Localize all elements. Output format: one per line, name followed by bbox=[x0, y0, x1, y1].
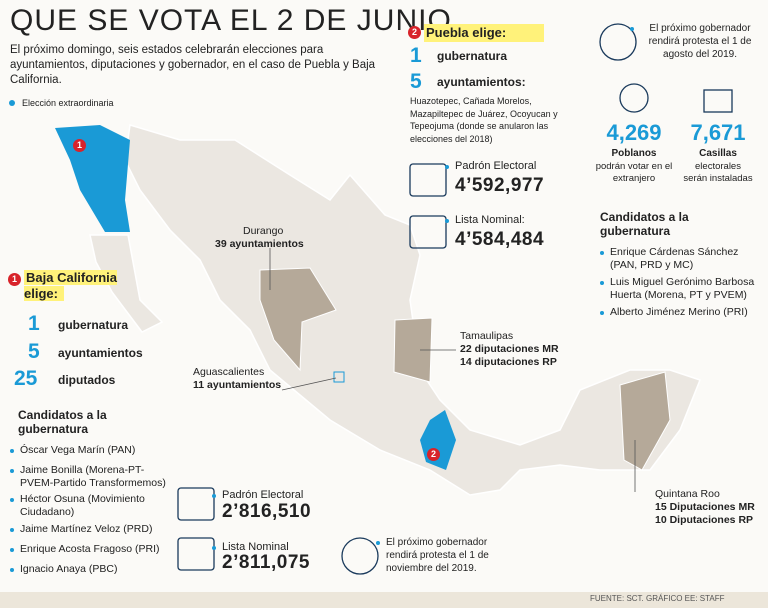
baja-california-sur bbox=[89, 234, 164, 333]
candidates-title: Candidatos a la gubernatura bbox=[18, 408, 107, 436]
padron-label: Padrón Electoral bbox=[211, 489, 304, 501]
detail: 39 ayuntamientos bbox=[215, 238, 304, 250]
lista-value: 2’811,075 bbox=[222, 552, 310, 573]
map-badge: 2 bbox=[427, 448, 440, 461]
detail: 14 diputaciones RP bbox=[460, 356, 557, 368]
map-label: Durango 39 ayuntamientos bbox=[215, 225, 317, 251]
lista-value: 4’584,484 bbox=[455, 229, 545, 250]
stat-text: podrán votar en el extranjero bbox=[595, 161, 673, 184]
footer-band bbox=[0, 592, 768, 608]
stat-title: Casillas bbox=[699, 148, 737, 159]
detail: 22 diputaciones MR bbox=[460, 343, 559, 355]
durango bbox=[259, 267, 337, 372]
lista-label: Lista Nominal: bbox=[445, 214, 525, 226]
label: diputados bbox=[58, 373, 116, 387]
padron-value: 4’592,977 bbox=[455, 175, 545, 196]
candidates-title: Candidatos a la gubernatura bbox=[600, 210, 689, 238]
state: Durango bbox=[243, 225, 284, 237]
candidate: Héctor Osuna (Movimiento Ciudadano) bbox=[10, 493, 160, 519]
stat-text: electorales serán instaladas bbox=[683, 161, 753, 184]
baja-california bbox=[55, 125, 130, 232]
detail: 11 ayuntamientos bbox=[193, 379, 282, 391]
padron-value: 2’816,510 bbox=[222, 501, 312, 522]
number: 5 bbox=[410, 70, 422, 93]
label: ayuntamientos: bbox=[437, 75, 526, 89]
candidate: Jaime Bonilla (Morena-PT-PVEM-Partido Tr… bbox=[10, 464, 170, 490]
stat-title: Poblanos bbox=[611, 148, 657, 159]
protest-note: El próximo gobernador rendirá protesta e… bbox=[376, 536, 504, 575]
municipalities: Huazotepec, Cañada Morelos, Mazapiltepec… bbox=[410, 96, 558, 144]
aguascalientes bbox=[333, 371, 345, 383]
protest-note: El próximo gobernador rendirá protesta e… bbox=[630, 22, 760, 61]
candidate: Óscar Vega Marín (PAN) bbox=[10, 444, 170, 457]
map-label: Quintana Roo 15 Diputaciones MR 10 Diputac… bbox=[655, 488, 755, 527]
leader-lines bbox=[269, 248, 636, 492]
candidate: Jaime Martínez Veloz (PRD) bbox=[10, 523, 170, 536]
detail: 10 Diputaciones RP bbox=[655, 514, 754, 526]
number: 1 bbox=[410, 44, 422, 67]
tamaulipas bbox=[393, 317, 433, 383]
detail: 15 Diputaciones MR bbox=[655, 501, 755, 513]
label: ayuntamientos bbox=[58, 346, 143, 360]
title-text: Baja California elige: bbox=[24, 270, 118, 301]
candidate: Alberto Jiménez Merino (PRI) bbox=[600, 306, 765, 319]
title-text: Puebla elige: bbox=[424, 25, 513, 40]
label: gubernatura bbox=[437, 49, 508, 63]
section-title: Baja California elige: bbox=[24, 270, 119, 302]
legend-dot bbox=[9, 100, 15, 106]
map-label: Tamaulipas 22 diputaciones MR 14 diputacio… bbox=[460, 330, 559, 369]
intro: El próximo domingo, seis estados celebra… bbox=[10, 44, 376, 86]
source: FUENTE: SCT. GRÁFICO EE: STAFF bbox=[590, 594, 725, 603]
candidate: Enrique Acosta Fragoso (PRI) bbox=[10, 543, 170, 556]
candidate: Luis Miguel Gerónimo Barbosa Huerta (Mor… bbox=[600, 276, 760, 302]
label: gubernatura bbox=[58, 318, 129, 332]
mexico-mainland bbox=[124, 124, 701, 496]
state: Quintana Roo bbox=[655, 488, 720, 500]
state: Aguascalientes bbox=[193, 366, 265, 378]
badge: 1 bbox=[8, 273, 21, 286]
title: QUE SE VOTA EL 2 DE JUNIO bbox=[10, 4, 452, 37]
padron-label: Padrón Electoral bbox=[444, 160, 537, 172]
icons bbox=[177, 23, 733, 575]
map-badge: 1 bbox=[73, 139, 86, 152]
section-title: Puebla elige: bbox=[424, 24, 544, 42]
lista-label: Lista Nominal bbox=[212, 541, 289, 553]
legend-label: Elección extraordinaria bbox=[22, 98, 114, 108]
map-label: Aguascalientes 11 ayuntamientos bbox=[193, 366, 281, 392]
state: Tamaulipas bbox=[460, 330, 514, 342]
stat-value: 4,269 bbox=[606, 120, 662, 145]
badge: 2 bbox=[408, 26, 421, 39]
number: 25 bbox=[14, 367, 38, 390]
quintana-roo bbox=[619, 371, 671, 471]
number: 1 bbox=[28, 312, 40, 335]
number: 5 bbox=[28, 340, 40, 363]
candidate: Enrique Cárdenas Sánchez (PAN, PRD y MC) bbox=[600, 246, 760, 272]
candidate: Ignacio Anaya (PBC) bbox=[10, 563, 170, 576]
stat-value: 7,671 bbox=[690, 120, 746, 145]
